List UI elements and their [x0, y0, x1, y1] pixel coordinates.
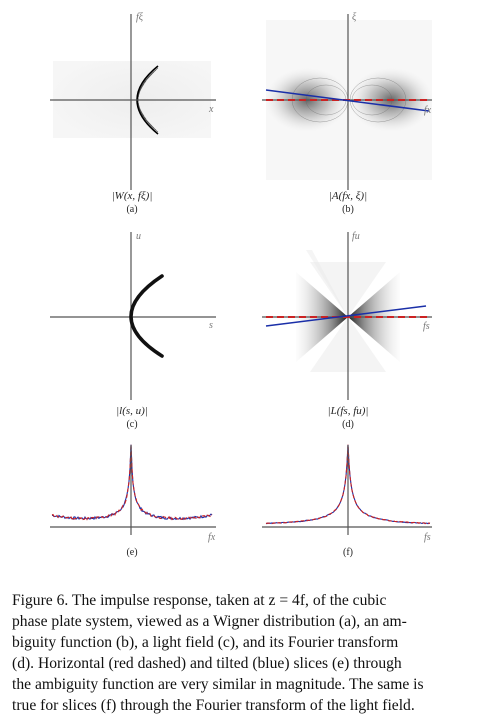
caption-line-3: biguity function (b), a light field (c),… [12, 634, 399, 651]
panel-f [262, 444, 432, 535]
panel-d-y-axis-label: fu [352, 231, 360, 242]
panel-c-label: (c) [126, 419, 137, 430]
panel-a [50, 14, 216, 190]
panel-e-tilted-slice-curve [51, 444, 213, 521]
figure-caption: Figure 6. The impulse response, taken at… [12, 590, 484, 716]
panel-b-x-axis-label: fx [424, 105, 432, 116]
panel-f-label: (f) [343, 547, 353, 558]
panel-b [262, 14, 433, 190]
caption-line-6: true for slices (f) through the Fourier … [12, 697, 415, 714]
panel-f-horizontal-slice-curve [265, 444, 431, 525]
panel-f-x-axis-label: fs [424, 532, 431, 543]
panel-e-horizontal-slice-curve [51, 444, 213, 521]
panel-c-y-axis-label: u [136, 231, 141, 242]
panel-d-tilted-slice [265, 305, 427, 327]
panel-b-expression: |A(fx, ξ)| [329, 190, 367, 202]
panel-d-label: (d) [342, 419, 354, 430]
panel-c [50, 232, 216, 400]
caption-line-1: Figure 6. The impulse response, taken at… [12, 592, 387, 609]
panel-a-label: (a) [126, 204, 137, 215]
panel-b-y-axis-label: ξ [352, 12, 357, 23]
figure-6: fξ x ξ fx u s fu fs fx fs |W(x, fξ)| (a)… [50, 12, 433, 558]
caption-line-2: phase plate system, viewed as a Wigner d… [12, 613, 407, 630]
panel-e [50, 444, 216, 535]
panel-a-y-axis-label: fξ [136, 12, 144, 23]
panel-a-expression: |W(x, fξ)| [112, 190, 153, 202]
panel-e-x-axis-label: fx [208, 532, 216, 543]
panel-d-expression: |L(fs, fu)| [328, 405, 369, 417]
panel-a-x-axis-label: x [208, 104, 214, 115]
caption-line-4: (d). Horizontal (red dashed) and tilted … [12, 655, 402, 672]
caption-line-5: the ambiguity function are very similar … [12, 676, 424, 693]
panel-c-parabola [129, 274, 164, 358]
panel-d [262, 232, 432, 400]
panel-c-expression: |l(s, u)| [116, 405, 148, 417]
panel-d-x-axis-label: fs [423, 321, 430, 332]
panel-b-label: (b) [342, 204, 354, 215]
panel-e-label: (e) [126, 547, 137, 558]
panel-c-x-axis-label: s [209, 320, 213, 331]
panel-b-tilted-slice [265, 89, 430, 112]
